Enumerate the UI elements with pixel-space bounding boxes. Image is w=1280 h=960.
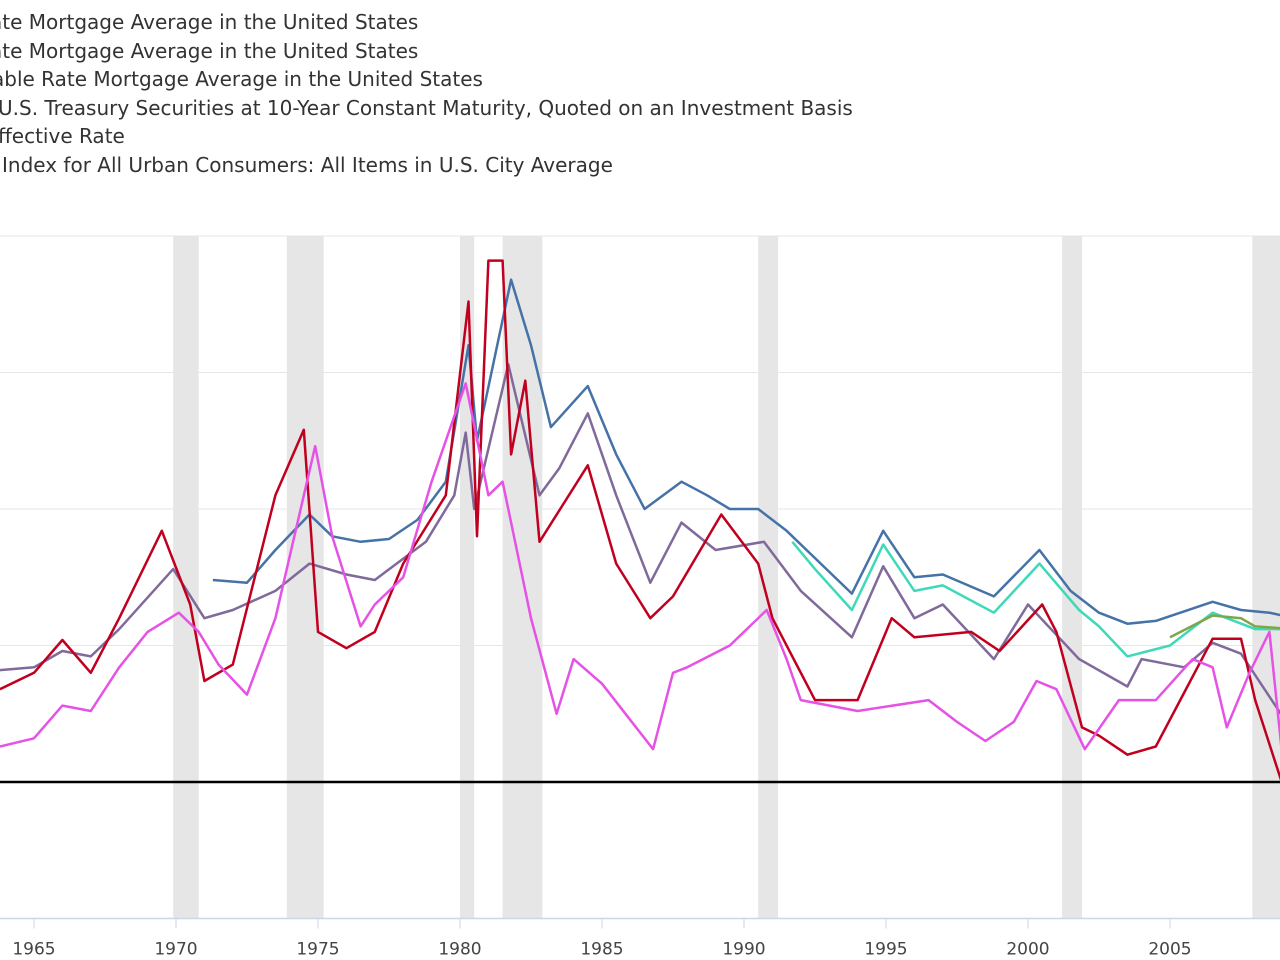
legend-entry[interactable]: ate Mortgage Average in the United State… bbox=[0, 38, 419, 63]
legend-entry[interactable]: ffective Rate bbox=[0, 124, 125, 148]
series-line-5 bbox=[0, 382, 1280, 751]
series-line-2 bbox=[1169, 614, 1280, 639]
x-tick-label: 2000 bbox=[1006, 940, 1049, 960]
series-line-3 bbox=[0, 363, 1280, 715]
recession-band bbox=[758, 236, 779, 919]
x-tick-label: 1980 bbox=[438, 940, 481, 960]
legend-entry[interactable]: U.S. Treasury Securities at 10-Year Cons… bbox=[0, 95, 853, 120]
legend-entry[interactable]: Index for All Urban Consumers: All Items… bbox=[2, 152, 613, 177]
recession-band bbox=[1252, 236, 1280, 919]
x-tick-label: 1985 bbox=[580, 940, 623, 960]
x-tick-label: 2005 bbox=[1148, 940, 1191, 960]
legend: ate Mortgage Average in the United State… bbox=[0, 8, 853, 179]
legend-entry[interactable]: ate Mortgage Average in the United State… bbox=[0, 10, 419, 34]
recession-band bbox=[1062, 236, 1082, 919]
series-line-0 bbox=[212, 278, 1280, 625]
legend-entry[interactable]: able Rate Mortgage Average in the United… bbox=[0, 67, 483, 91]
recession-band bbox=[460, 236, 475, 919]
series-line-1 bbox=[791, 541, 1280, 658]
x-tick-label: 1975 bbox=[296, 940, 339, 960]
x-tick-label: 1965 bbox=[12, 940, 55, 960]
x-tick-label: 1995 bbox=[864, 940, 907, 960]
x-tick-label: 1970 bbox=[154, 940, 197, 960]
x-tick-label: 1990 bbox=[722, 940, 765, 960]
